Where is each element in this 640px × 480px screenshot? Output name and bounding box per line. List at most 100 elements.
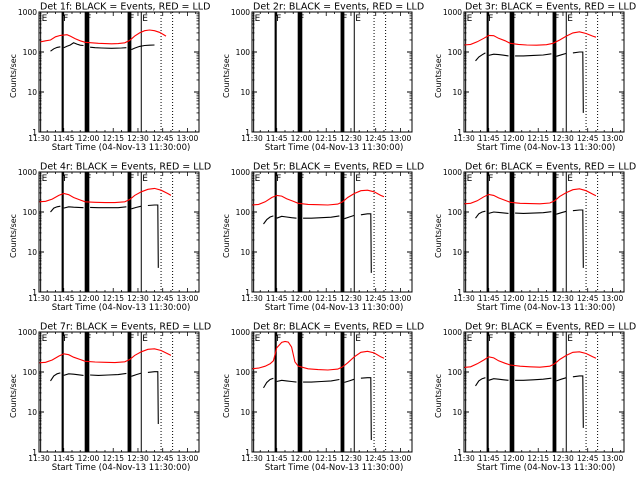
y-tick-label: 1	[32, 448, 37, 457]
panel-4: Det 4r: BLACK = Events, RED = LLD Counts/…	[9, 162, 211, 314]
x-tick-label: 13:00	[602, 134, 624, 143]
flag-label: F	[488, 174, 493, 184]
gap-bar	[85, 332, 90, 452]
y-tick-label: 10	[452, 248, 462, 257]
y-axis-label: Counts/sec	[434, 374, 443, 418]
x-axis-label: Start Time (04-Nov-13 11:30:00)	[477, 463, 616, 473]
x-tick-label: 12:30	[552, 134, 574, 143]
y-axis-label: Counts/sec	[434, 214, 443, 258]
x-tick-label: 12:00	[78, 294, 100, 303]
panel-1: Det 1f: BLACK = Events, RED = LLD Counts/…	[9, 2, 210, 154]
y-tick-label: 100	[448, 48, 463, 57]
panel-title: Det 7r: BLACK = Events, RED = LLD	[40, 322, 211, 333]
x-tick-label: 12:15	[315, 294, 337, 303]
flag-label: F	[276, 174, 281, 184]
x-tick-label: 13:00	[177, 134, 199, 143]
x-tick-label: 12:45	[577, 454, 599, 463]
x-tick-label: 11:30	[453, 134, 475, 143]
y-tick-label: 100	[448, 368, 463, 377]
x-tick-label: 13:00	[177, 454, 199, 463]
flag-label: E	[467, 334, 473, 344]
y-tick-label: 1000	[18, 328, 37, 337]
series-lld	[463, 31, 597, 46]
gap-bar	[510, 12, 515, 132]
y-axis-label: Counts/sec	[9, 374, 18, 418]
gap-bar	[553, 12, 557, 132]
flag-label: F	[488, 334, 493, 344]
flag-label: F	[554, 14, 559, 24]
gap-bar	[510, 172, 515, 292]
flag-label: E	[355, 334, 361, 344]
x-tick-label: 11:30	[453, 454, 475, 463]
y-tick-label: 1	[457, 288, 462, 297]
flag-label: F	[63, 334, 68, 344]
y-tick-label: 1	[457, 448, 462, 457]
x-tick-label: 12:30	[127, 294, 149, 303]
x-tick-label: 12:45	[152, 454, 174, 463]
gap-bar	[553, 332, 557, 452]
panel-6: Det 6r: BLACK = Events, RED = LLD Counts/…	[434, 162, 636, 314]
y-tick-label: 10	[27, 88, 37, 97]
series-lld	[40, 29, 167, 45]
y-tick-label: 1	[457, 128, 462, 137]
flag-label: E	[467, 174, 473, 184]
series-lld	[463, 188, 597, 205]
y-axis-label: Counts/sec	[434, 54, 443, 98]
y-axis-label: Counts/sec	[9, 54, 18, 98]
y-tick-label: 10	[240, 248, 250, 257]
gap-bar	[341, 332, 345, 452]
y-tick-label: 1000	[443, 8, 462, 17]
flag-label: E	[142, 174, 148, 184]
x-tick-label: 12:30	[127, 134, 149, 143]
x-tick-label: 12:00	[503, 294, 525, 303]
x-axis-label: Start Time (04-Nov-13 11:30:00)	[265, 303, 404, 313]
y-tick-label: 1000	[231, 328, 250, 337]
y-tick-label: 1	[32, 288, 37, 297]
plot-frame	[463, 171, 625, 293]
panel-3: Det 3r: BLACK = Events, RED = LLD Counts/…	[434, 2, 636, 154]
flag-label: E	[142, 14, 148, 24]
x-tick-label: 11:30	[241, 454, 263, 463]
flag-label: F	[63, 174, 68, 184]
gap-bar	[128, 332, 132, 452]
panel-title: Det 9r: BLACK = Events, RED = LLD	[465, 322, 636, 333]
y-axis-label: Counts/sec	[9, 214, 18, 258]
x-tick-label: 11:30	[28, 294, 50, 303]
flag-label: E	[567, 14, 573, 24]
x-tick-label: 12:30	[127, 454, 149, 463]
y-tick-label: 1	[245, 128, 250, 137]
x-axis-label: Start Time (04-Nov-13 11:30:00)	[477, 143, 616, 153]
x-axis-label: Start Time (04-Nov-13 11:30:00)	[477, 303, 616, 313]
series-events	[50, 371, 159, 425]
x-tick-label: 12:00	[503, 134, 525, 143]
flag-label: F	[129, 174, 134, 184]
panel-title: Det 4r: BLACK = Events, RED = LLD	[40, 162, 211, 173]
x-tick-label: 13:00	[177, 294, 199, 303]
x-tick-label: 13:00	[602, 454, 624, 463]
flag-label: E	[255, 334, 261, 344]
gap-bar	[85, 172, 90, 292]
flag-label: F	[342, 174, 347, 184]
x-tick-label: 11:45	[266, 134, 288, 143]
x-tick-label: 11:30	[241, 134, 263, 143]
plot-frame	[38, 171, 200, 293]
x-axis-label: Start Time (04-Nov-13 11:30:00)	[52, 303, 191, 313]
x-tick-label: 12:15	[102, 134, 124, 143]
y-tick-label: 10	[240, 408, 250, 417]
plot-frame	[463, 331, 625, 453]
flag-label: E	[467, 14, 473, 24]
y-tick-label: 100	[236, 48, 251, 57]
x-tick-label: 11:30	[28, 454, 50, 463]
series-events	[475, 375, 584, 428]
y-tick-label: 10	[27, 408, 37, 417]
gap-bar	[85, 12, 90, 132]
gap-bar	[341, 172, 345, 292]
plot-frame	[38, 331, 200, 453]
gap-bar	[62, 172, 64, 292]
x-axis-label: Start Time (04-Nov-13 11:30:00)	[52, 143, 191, 153]
gap-bar	[275, 12, 277, 132]
x-tick-label: 11:30	[241, 294, 263, 303]
series-events	[50, 42, 155, 52]
plot-frame	[38, 11, 200, 133]
